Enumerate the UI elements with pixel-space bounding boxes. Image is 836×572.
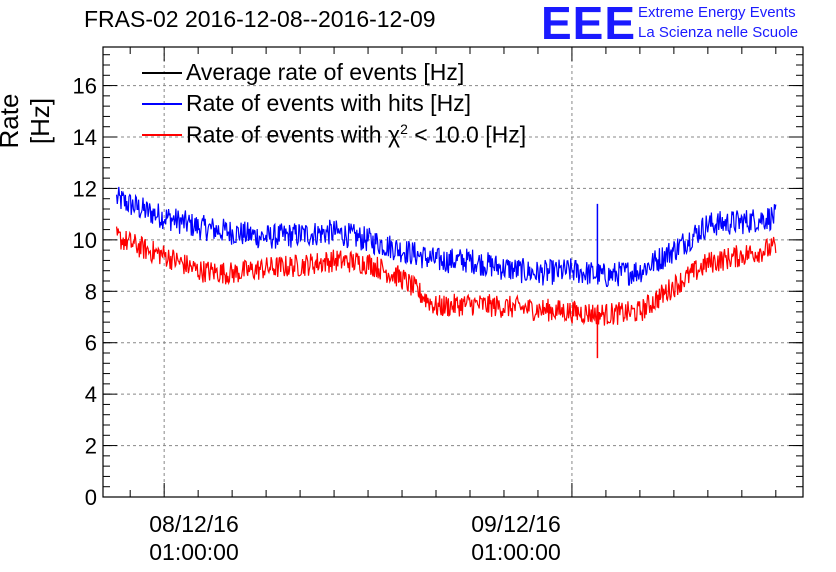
x-tick-label-1: 09/12/16 01:00:00 — [446, 510, 586, 566]
y-tick-label-5: 10 — [73, 228, 97, 253]
y-tick-label-2: 4 — [85, 382, 97, 407]
y-axis-label: Rate [Hz] — [0, 93, 55, 149]
plot-frame — [102, 46, 804, 498]
legend-label-chi2-suffix: < 10.0 [Hz] — [407, 121, 527, 148]
series-line-1 — [116, 186, 777, 288]
series-line-2 — [116, 226, 777, 326]
legend-swatch-hits — [142, 103, 182, 105]
chart-title: FRAS-02 2016-12-08--2016-12-09 — [84, 6, 436, 32]
legend-label-hits: Rate of events with hits [Hz] — [186, 90, 472, 116]
y-tick-label-6: 12 — [73, 176, 97, 201]
x-tick-label-0-time: 01:00:00 — [149, 539, 239, 565]
y-tick-label-8: 16 — [73, 74, 97, 99]
y-tick-label-4: 8 — [85, 279, 97, 304]
legend-label-chi2: Rate of events with χ2 < 10.0 [Hz] — [186, 121, 526, 149]
legend-label-chi2-prefix: Rate of events with χ — [186, 121, 401, 148]
eee-logo-mark: EEE — [541, 0, 637, 49]
x-tick-label-0-date: 08/12/16 — [149, 511, 239, 537]
x-tick-label-0: 08/12/16 01:00:00 — [124, 510, 264, 566]
y-tick-label-1: 2 — [85, 434, 97, 459]
y-tick-label-0: 0 — [85, 485, 97, 510]
y-tick-label-7: 14 — [73, 125, 97, 150]
x-tick-label-1-time: 01:00:00 — [471, 539, 561, 565]
y-tick-label-3: 6 — [85, 331, 97, 356]
legend-swatch-average — [142, 72, 182, 74]
legend-label-average: Average rate of events [Hz] — [186, 59, 465, 85]
legend-label-chi2-sup: 2 — [400, 121, 408, 137]
eee-logo-line1: Extreme Energy Events — [638, 4, 796, 21]
legend-swatch-chi2 — [142, 134, 182, 136]
eee-logo-line2: La Scienza nelle Scuole — [638, 24, 799, 41]
x-tick-label-1-date: 09/12/16 — [471, 511, 561, 537]
